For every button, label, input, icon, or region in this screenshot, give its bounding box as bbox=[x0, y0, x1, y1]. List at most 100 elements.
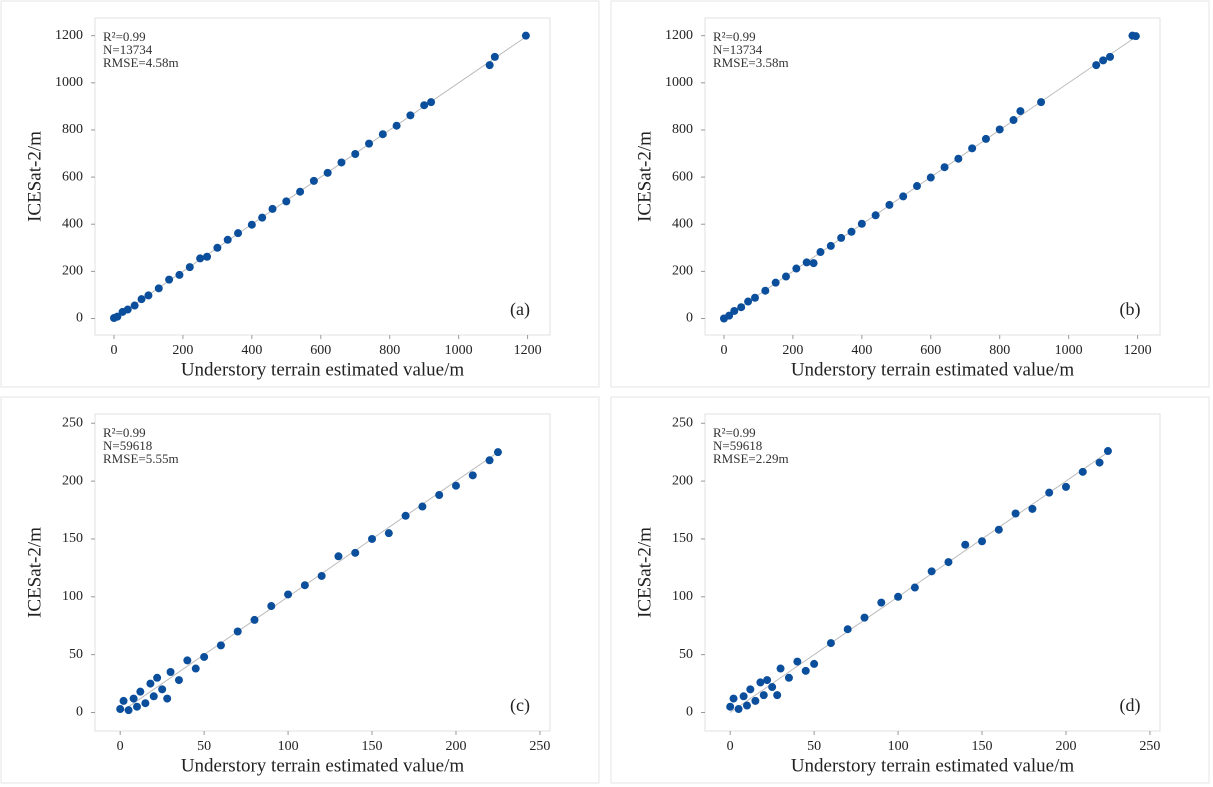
point bbox=[899, 192, 908, 201]
y-tick-label: 400 bbox=[672, 216, 693, 231]
point bbox=[826, 241, 835, 250]
x-tick-label: 1000 bbox=[1055, 343, 1083, 358]
point bbox=[1009, 116, 1018, 125]
x-tick-label: 250 bbox=[529, 739, 550, 754]
point bbox=[165, 275, 174, 284]
x-tick-label: 250 bbox=[1139, 739, 1160, 754]
point bbox=[729, 694, 738, 703]
x-tick-label: 0 bbox=[727, 739, 734, 754]
x-tick-label: 1200 bbox=[514, 343, 542, 358]
point bbox=[203, 252, 212, 261]
point bbox=[944, 558, 953, 567]
y-axis-label: ICESat-2/m bbox=[24, 527, 45, 618]
panel: 0 50 100 150 200 250 0 50 100 150 200 250 R²=0.99N=5… bbox=[610, 396, 1210, 784]
x-axis-label: Understory terrain estimated value/m bbox=[181, 359, 465, 380]
point bbox=[860, 613, 869, 622]
y-tick-label: 100 bbox=[672, 589, 693, 604]
point bbox=[1095, 458, 1104, 467]
point bbox=[368, 534, 377, 543]
point bbox=[406, 111, 415, 120]
point bbox=[191, 664, 200, 673]
x-tick-label: 1000 bbox=[445, 343, 473, 358]
y-tick-label: 600 bbox=[672, 169, 693, 184]
y-tick-label: 600 bbox=[62, 169, 83, 184]
y-tick-label: 0 bbox=[686, 705, 693, 720]
annotation: N=59618 bbox=[713, 438, 762, 453]
point bbox=[857, 219, 866, 228]
point bbox=[521, 31, 530, 40]
y-tick-label: 0 bbox=[76, 705, 83, 720]
x-tick-label: 1200 bbox=[1124, 343, 1152, 358]
point bbox=[726, 702, 735, 711]
point bbox=[809, 259, 818, 268]
x-tick-label: 200 bbox=[172, 343, 193, 358]
point bbox=[995, 125, 1004, 134]
y-tick-label: 250 bbox=[672, 415, 693, 430]
annotation: RMSE=3.58m bbox=[713, 55, 789, 70]
point bbox=[468, 471, 477, 480]
x-tick-label: 400 bbox=[241, 343, 262, 358]
point bbox=[1106, 52, 1115, 61]
point bbox=[768, 683, 777, 692]
point bbox=[1037, 98, 1046, 107]
point bbox=[877, 598, 886, 607]
point bbox=[200, 652, 209, 661]
point bbox=[284, 590, 293, 599]
y-tick-label: 1000 bbox=[55, 75, 83, 90]
panel: 0 50 100 150 200 250 0 50 100 150 200 250 R²=0.99N=5… bbox=[0, 396, 600, 784]
point bbox=[968, 144, 977, 153]
x-tick-label: 400 bbox=[851, 343, 872, 358]
point bbox=[267, 602, 276, 611]
point bbox=[351, 548, 360, 557]
point bbox=[136, 687, 145, 696]
point bbox=[871, 211, 880, 220]
point bbox=[137, 295, 146, 304]
y-tick-label: 50 bbox=[69, 647, 83, 662]
point bbox=[166, 667, 175, 676]
reference-line bbox=[113, 36, 527, 319]
y-tick-label: 200 bbox=[62, 473, 83, 488]
point bbox=[1078, 467, 1087, 476]
point bbox=[954, 154, 963, 163]
point bbox=[801, 666, 810, 675]
point bbox=[910, 583, 919, 592]
point bbox=[141, 699, 150, 708]
point bbox=[149, 692, 158, 701]
x-tick-label: 150 bbox=[972, 739, 993, 754]
point bbox=[725, 311, 734, 320]
y-tick-label: 200 bbox=[672, 264, 693, 279]
panel: 0 200 400 600 800 1000 1200 0 200 400 600 800 1000 12… bbox=[610, 0, 1210, 388]
point bbox=[119, 696, 128, 705]
point bbox=[334, 552, 343, 561]
point bbox=[146, 679, 155, 688]
point bbox=[113, 312, 122, 321]
point bbox=[493, 448, 502, 457]
y-tick-label: 200 bbox=[672, 473, 693, 488]
point bbox=[737, 303, 746, 312]
point bbox=[1011, 509, 1020, 518]
point bbox=[826, 639, 835, 648]
point bbox=[1131, 32, 1140, 41]
point bbox=[810, 659, 819, 668]
annotation: R²=0.99 bbox=[713, 29, 756, 44]
plot-area bbox=[704, 413, 1161, 732]
point bbox=[761, 286, 770, 295]
point bbox=[258, 213, 267, 222]
y-tick-label: 800 bbox=[62, 122, 83, 137]
panel-frame bbox=[610, 396, 1210, 784]
point bbox=[132, 702, 141, 711]
point bbox=[268, 204, 277, 213]
point bbox=[759, 691, 768, 700]
point bbox=[116, 705, 125, 714]
point bbox=[912, 182, 921, 191]
point bbox=[961, 540, 970, 549]
point bbox=[485, 61, 494, 70]
panel-label: (a) bbox=[510, 299, 530, 320]
point bbox=[776, 664, 785, 673]
point bbox=[802, 258, 811, 267]
panel-label: (b) bbox=[1120, 299, 1141, 320]
annotation: R²=0.99 bbox=[713, 425, 756, 440]
point bbox=[158, 685, 167, 694]
x-tick-label: 0 bbox=[110, 343, 117, 358]
point bbox=[771, 278, 780, 287]
